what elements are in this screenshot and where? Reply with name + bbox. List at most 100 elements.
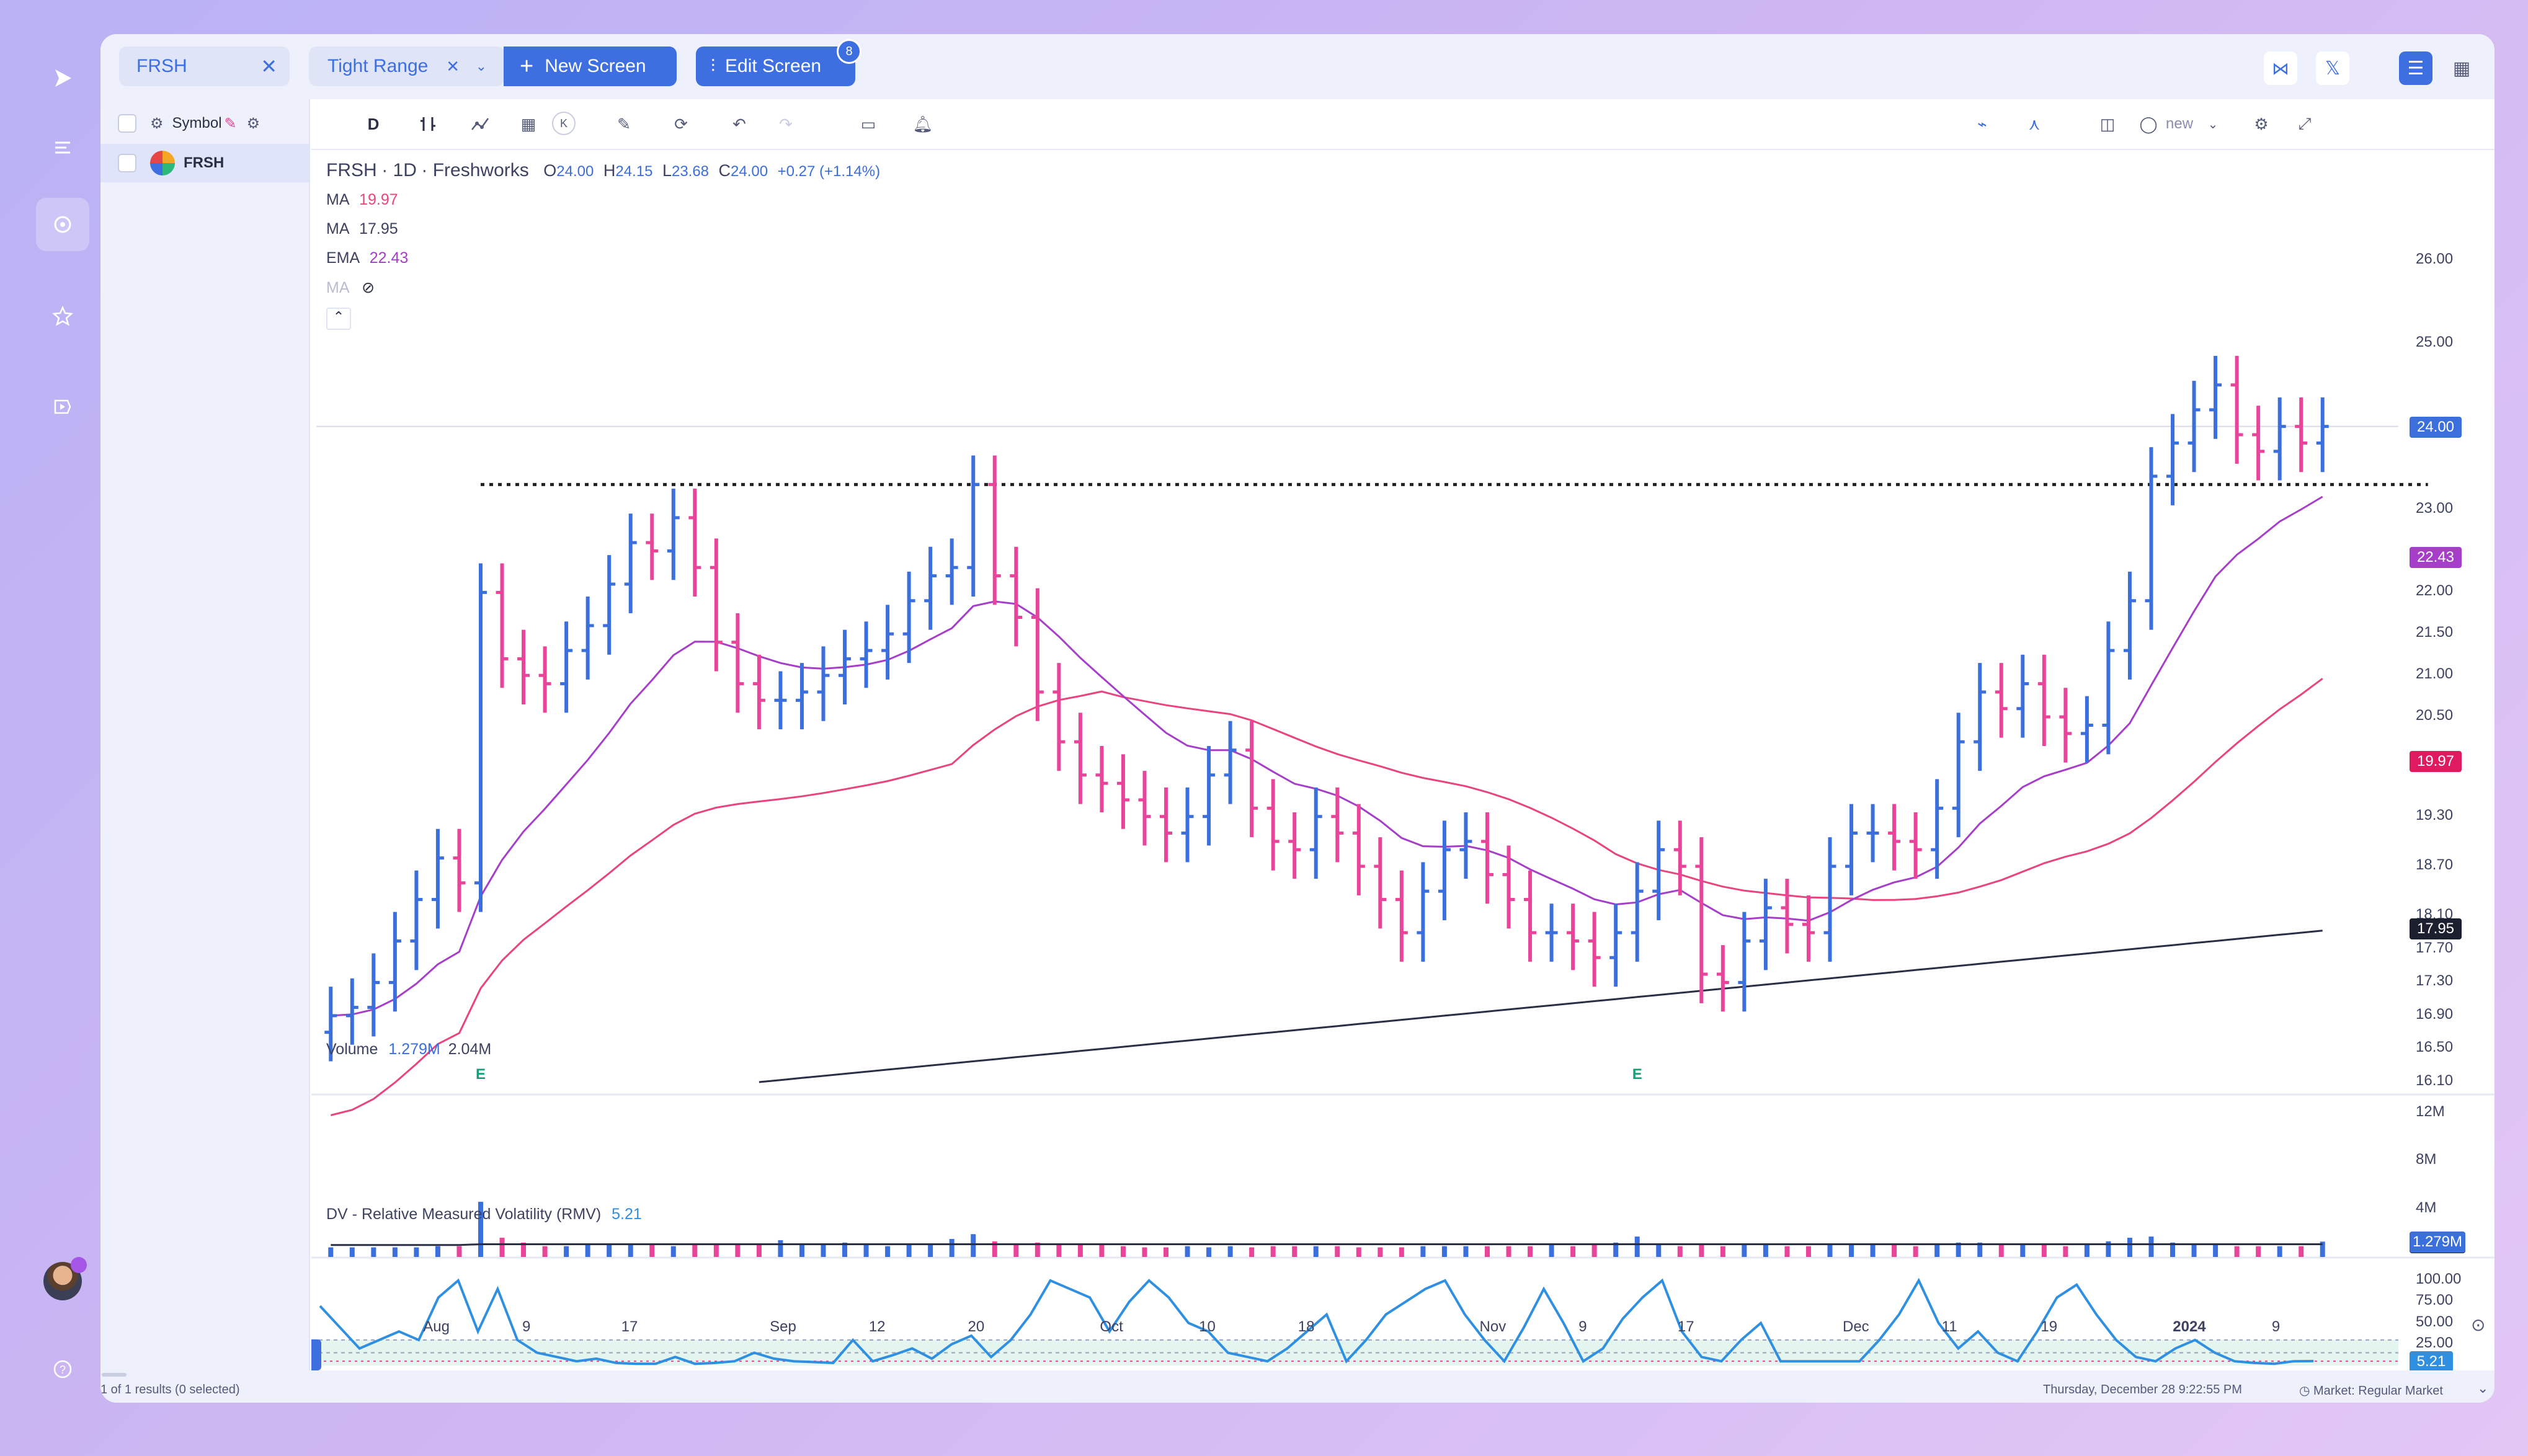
redo-icon[interactable]: ↷ [779, 114, 793, 133]
collapse-legend-icon[interactable]: ⌃ [326, 308, 351, 330]
price-axis[interactable]: 26.00 25.00 24.00 23.00 22.00 21.50 21.00 20.50… [2398, 99, 2491, 1372]
rmv-axis-label: 25.00 [2416, 1334, 2454, 1351]
list-tab-label: FRSH [136, 56, 187, 76]
gear-icon[interactable]: ⚙ [2254, 114, 2269, 133]
row-checkbox[interactable] [118, 154, 136, 172]
layout-name[interactable]: new [2166, 115, 2194, 132]
k-button[interactable]: K [552, 112, 576, 135]
price-bar [967, 455, 980, 597]
interval-selector[interactable]: D [367, 114, 380, 133]
volume-bar [1549, 1245, 1554, 1257]
list-view-icon[interactable]: ☰ [2399, 51, 2432, 85]
indicators-icon[interactable] [468, 112, 492, 136]
volume-bar [1720, 1246, 1725, 1257]
price-axis-label: 26.00 [2416, 251, 2454, 267]
price-bar [1480, 812, 1493, 904]
volume-bar [1934, 1245, 1940, 1257]
close-icon[interactable]: ✕ [260, 55, 277, 78]
share-icon[interactable]: ⋈ [2264, 51, 2297, 85]
volume-bar [392, 1247, 398, 1257]
price-bar [1845, 804, 1858, 895]
time-axis-label: 9 [2271, 1318, 2281, 1335]
new-screen-button[interactable]: + New Screen [504, 47, 677, 86]
templates-icon[interactable]: ▦ [520, 114, 536, 133]
price-bar [945, 538, 958, 605]
eye-off-icon[interactable]: ⊘ [362, 279, 375, 296]
price-bar [667, 489, 680, 580]
ma50-label: MA [326, 191, 349, 208]
legend-interval: 1D [393, 160, 417, 180]
status-bar: 1 of 1 results (0 selected) Thursday, De… [100, 1370, 2495, 1403]
menu-icon[interactable] [36, 121, 89, 174]
new-screen-label: New Screen [545, 56, 646, 76]
price-bar [2252, 406, 2265, 481]
volume-bar [842, 1242, 848, 1257]
undo-icon[interactable]: ↶ [732, 114, 746, 133]
screen-tab[interactable]: Tight Range ✕ ⌄ [309, 47, 504, 86]
price-bar [345, 978, 358, 1045]
volume-bar [2256, 1246, 2261, 1257]
volume-bar [1120, 1246, 1126, 1257]
legend-symbol: FRSH [326, 160, 377, 180]
time-axis-label: 19 [2041, 1318, 2058, 1335]
volume-bar [799, 1243, 804, 1257]
volume-bar [371, 1247, 376, 1257]
price-bar [1995, 663, 2008, 738]
screener-icon[interactable] [36, 198, 89, 251]
chart-type-icon[interactable]: ⌁ [1977, 114, 1987, 133]
select-all-checkbox[interactable] [118, 114, 136, 133]
time-axis[interactable]: Aug 9 17 Sep 12 20 Oct 10 18 Nov 9 17 Dec 11 19 2024 9 [311, 1315, 2495, 1339]
edit-screen-button[interactable]: ⫶ Edit Screen 8 [696, 39, 861, 86]
layout-icon[interactable]: ◫ [2099, 114, 2116, 133]
star-icon[interactable] [36, 290, 89, 343]
volume-bar [1528, 1246, 1533, 1257]
rmv-axis-label: 100.00 [2416, 1271, 2462, 1287]
volume-bar [2020, 1245, 2026, 1257]
replay-icon[interactable] [36, 380, 89, 433]
avatar[interactable] [36, 1254, 89, 1308]
price-bar [1074, 712, 1087, 804]
price-bar [1888, 804, 1901, 871]
volume-bar [992, 1241, 997, 1257]
bar-type-icon[interactable] [416, 112, 440, 136]
volume-value: 1.279M [388, 1041, 440, 1058]
chevron-down-icon[interactable]: ⌄ [2477, 1380, 2489, 1396]
fullscreen-icon[interactable]: ⤢ [2298, 114, 2312, 133]
save-layout-icon[interactable]: ◯ [2139, 114, 2158, 133]
alert-bell-icon[interactable]: 🔔︎ [912, 114, 933, 133]
volume-bar [2213, 1245, 2219, 1257]
app-logo-icon[interactable] [36, 51, 89, 105]
chevron-down-icon[interactable]: ⌄ [475, 58, 487, 74]
volume-bar [863, 1243, 869, 1257]
ma50-value: 19.97 [359, 191, 398, 208]
price-bar [902, 571, 915, 664]
volume-bar [1506, 1246, 1511, 1257]
x-social-icon[interactable]: 𝕏 [2316, 51, 2349, 85]
expand-panel-handle[interactable] [311, 1339, 321, 1370]
price-bar [1974, 663, 1987, 771]
volume-bar [1356, 1247, 1361, 1257]
symbol-column-header[interactable]: Symbol [172, 115, 222, 131]
timezone-settings-icon[interactable]: ⊙ [2471, 1315, 2486, 1334]
close-icon[interactable]: ✕ [446, 56, 460, 76]
help-icon[interactable]: ? [36, 1343, 89, 1396]
scrollbar[interactable] [102, 1373, 127, 1377]
compare-icon[interactable]: ⋏ [2028, 114, 2041, 133]
price-bar [688, 489, 701, 597]
list-tab[interactable]: FRSH ✕ [119, 47, 290, 86]
grid-view-icon[interactable]: ▦ [2452, 58, 2471, 79]
price-bar [1266, 779, 1280, 871]
calendar-icon[interactable]: ▭ [860, 114, 876, 133]
ema21-axis-pill: 22.43 [2410, 546, 2462, 568]
price-bar [538, 646, 551, 713]
price-bar [2166, 414, 2179, 505]
refresh-icon[interactable]: ⟳ [674, 114, 688, 133]
column-settings-icon[interactable]: ⚙ [246, 115, 260, 132]
pencil-icon[interactable]: ✎ [617, 114, 631, 133]
list-item[interactable]: FRSH [100, 144, 309, 182]
left-rail: ? [25, 34, 100, 1403]
settings-icon[interactable]: ⚙ [150, 115, 164, 132]
legend-name: Freshworks [432, 160, 529, 180]
chevron-down-icon[interactable]: ⌄ [2207, 117, 2219, 131]
